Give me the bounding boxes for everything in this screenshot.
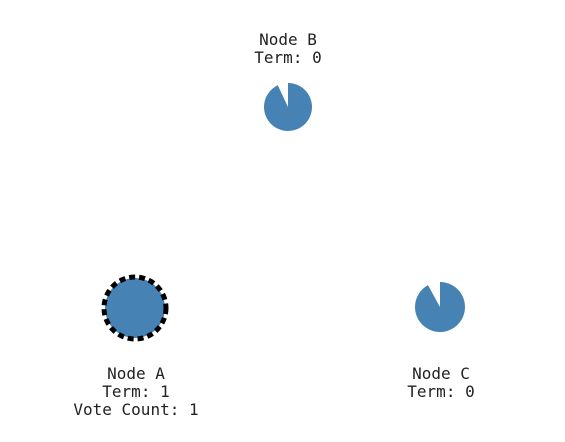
node-a-candidate-ring [101,274,169,342]
node-a-election-timer-circle [104,278,165,339]
node-a-name-label: Node A [107,364,165,383]
node-c-term-label: Term: 0 [407,382,474,401]
node-c-election-timer-circle [414,282,465,332]
node-c-name-label: Node C [412,364,470,383]
node-b-name-label: Node B [259,30,317,49]
node-b[interactable]: Node B Term: 0 [254,30,322,132]
node-a[interactable]: Node A Term: 1 Vote Count: 1 [73,274,199,419]
node-b-election-timer-circle [263,83,312,132]
node-c[interactable]: Node C Term: 0 [407,282,475,401]
node-a-vote-count-label: Vote Count: 1 [73,400,198,419]
node-b-term-label: Term: 0 [254,48,321,67]
node-a-term-label: Term: 1 [102,382,169,401]
